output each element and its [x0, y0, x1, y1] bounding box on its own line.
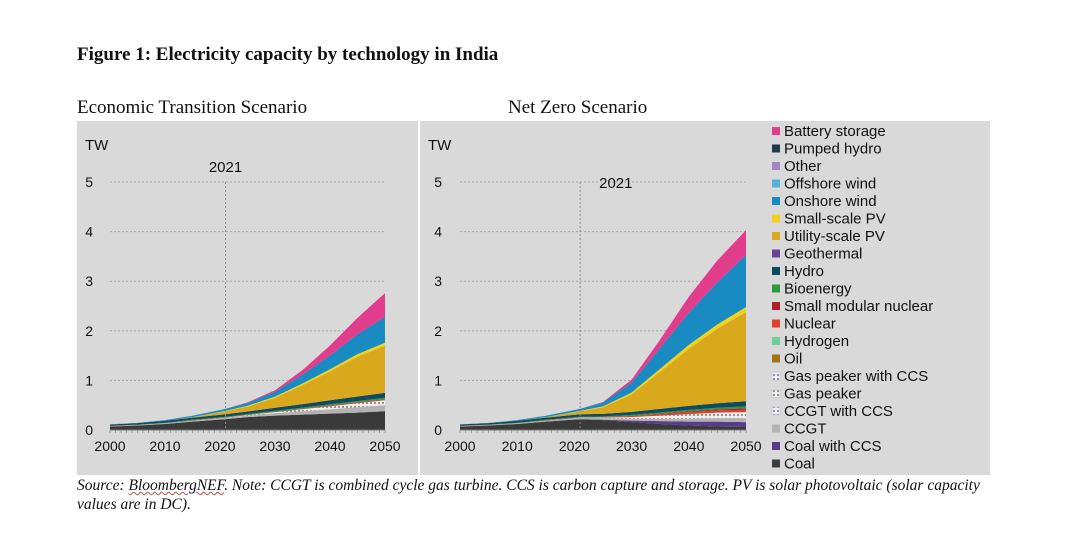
legend-label-battery-storage: Battery storage [784, 123, 886, 140]
legend-swatch-offshore-wind [772, 179, 780, 188]
legend-swatch-coal-with-ccs [772, 442, 780, 450]
legend-label-ccgt-with-ccs: CCGT with CCS [784, 403, 893, 420]
nz-ytick-label: 3 [434, 273, 442, 289]
legend-label-ccgt: CCGT [784, 421, 827, 438]
legend-swatch-geothermal [772, 249, 780, 258]
legend-swatch-battery-storage [772, 127, 780, 135]
et-area-onshore-wind [110, 316, 385, 425]
legend-label-gas-peaker-with-ccs: Gas peaker with CCS [784, 368, 928, 385]
et-subtitle: Economic Transition Scenario [77, 97, 308, 118]
legend-label-bioenergy: Bioenergy [784, 281, 852, 298]
et-2021-marker-label: 2021 [209, 159, 242, 176]
et-ytick-label: 5 [85, 174, 93, 190]
nz-area-coal-with-ccs [460, 419, 746, 427]
et-xtick-label: 2030 [259, 438, 290, 454]
legend-swatch-hydro [772, 267, 780, 275]
nz-ytick-label: 0 [434, 422, 442, 438]
nz-area-bioenergy [460, 406, 746, 426]
legend-label-offshore-wind: Offshore wind [784, 176, 876, 193]
nz-area-gas-peaker [460, 412, 746, 426]
nz-area-utility-scale-pv [460, 312, 746, 425]
legend-swatch-gas-peaker [771, 389, 781, 398]
et-xtick-label: 2000 [94, 438, 125, 454]
nz-area-nuclear [460, 409, 746, 426]
nz-ytick-label: 5 [434, 174, 442, 190]
nz-area-ccgt [460, 417, 746, 427]
legend-label-coal: Coal [784, 456, 815, 473]
legend-swatch-pumped-hydro [772, 144, 780, 153]
et-ytick-label: 0 [85, 422, 93, 438]
legend-label-geothermal: Geothermal [784, 246, 862, 263]
nz-xtick-label: 2010 [502, 438, 533, 454]
et-unit-label: TW [85, 137, 109, 154]
et-xtick-label: 2010 [149, 438, 180, 454]
legend-label-small-modular-nuclear: Small modular nuclear [784, 298, 933, 315]
legend-label-oil: Oil [784, 351, 802, 368]
legend-label-hydro: Hydro [784, 263, 824, 280]
legend-swatch-hydrogen [772, 337, 780, 345]
et-area-coal [110, 411, 385, 430]
et-ytick-label: 4 [85, 224, 93, 240]
et-ytick-label: 1 [85, 372, 93, 388]
et-xtick-label: 2020 [204, 438, 235, 454]
legend-label-pumped-hydro: Pumped hydro [784, 141, 882, 158]
figure-title: Figure 1: Electricity capacity by techno… [77, 44, 499, 65]
legend-swatch-ccgt [772, 424, 780, 433]
nz-area-small-modular-nuclear [460, 408, 746, 426]
nz-xtick-label: 2030 [616, 438, 647, 454]
legend-swatch-ccgt-with-ccs [771, 406, 781, 416]
legend-swatch-bioenergy [772, 284, 780, 293]
legend-label-gas-peaker: Gas peaker [784, 386, 862, 403]
legend-label-coal-with-ccs: Coal with CCS [784, 438, 882, 455]
nz-unit-label: TW [428, 137, 452, 154]
nz-area-onshore-wind [460, 254, 746, 425]
legend-label-utility-scale-pv: Utility-scale PV [784, 228, 885, 245]
legend-label-small-scale-pv: Small-scale PV [784, 211, 886, 228]
nz-subtitle: Net Zero Scenario [508, 97, 648, 118]
nz-xtick-label: 2050 [730, 438, 761, 454]
nz-xtick-label: 2040 [673, 438, 704, 454]
source-prefix: Source: [77, 477, 129, 494]
et-xtick-label: 2050 [369, 438, 400, 454]
legend-swatch-small-modular-nuclear [772, 302, 780, 310]
nz-xtick-label: 2020 [559, 438, 590, 454]
legend-swatch-coal [772, 459, 780, 468]
nz-ytick-label: 4 [434, 224, 442, 240]
legend-swatch-other [772, 162, 780, 170]
legend-label-other: Other [784, 158, 822, 175]
legend-label-onshore-wind: Onshore wind [784, 193, 877, 210]
nz-2021-marker-label: 2021 [599, 175, 632, 192]
et-chart: TW 0 1 2 3 4 5 2000 2010 2020 2030 2040 2050 2021 [77, 121, 418, 475]
legend-swatch-nuclear [772, 319, 780, 328]
nz-ytick-label: 2 [434, 323, 442, 339]
legend-swatch-onshore-wind [772, 197, 780, 205]
nz-area-coal [460, 419, 746, 430]
nz-area-hydro [460, 401, 746, 426]
legend-label-nuclear: Nuclear [784, 316, 836, 333]
legend-label-hydrogen: Hydrogen [784, 333, 849, 350]
nz-xtick-label: 2000 [444, 438, 475, 454]
source-text: . Note: CCGT is combined cycle gas turbi… [77, 477, 980, 513]
legend-swatch-gas-peaker-with-ccs [771, 371, 781, 381]
nz-ytick-label: 1 [434, 372, 442, 388]
et-area-ccgt [110, 405, 385, 427]
source-name: BloombergNEF [128, 477, 225, 494]
source-note: Source: BloombergNEF. Note: CCGT is comb… [77, 476, 1007, 514]
legend-swatch-small-scale-pv [772, 214, 780, 223]
nz-chart: TW 0 1 2 3 4 5 2000 2010 2020 2030 2040 2050 2021 Batt… [420, 121, 990, 475]
et-xtick-label: 2040 [314, 438, 345, 454]
et-ytick-label: 3 [85, 273, 93, 289]
et-area-utility-scale-pv [110, 345, 385, 425]
legend-swatch-utility-scale-pv [772, 232, 780, 240]
legend-swatch-oil [772, 354, 780, 363]
et-ytick-label: 2 [85, 323, 93, 339]
